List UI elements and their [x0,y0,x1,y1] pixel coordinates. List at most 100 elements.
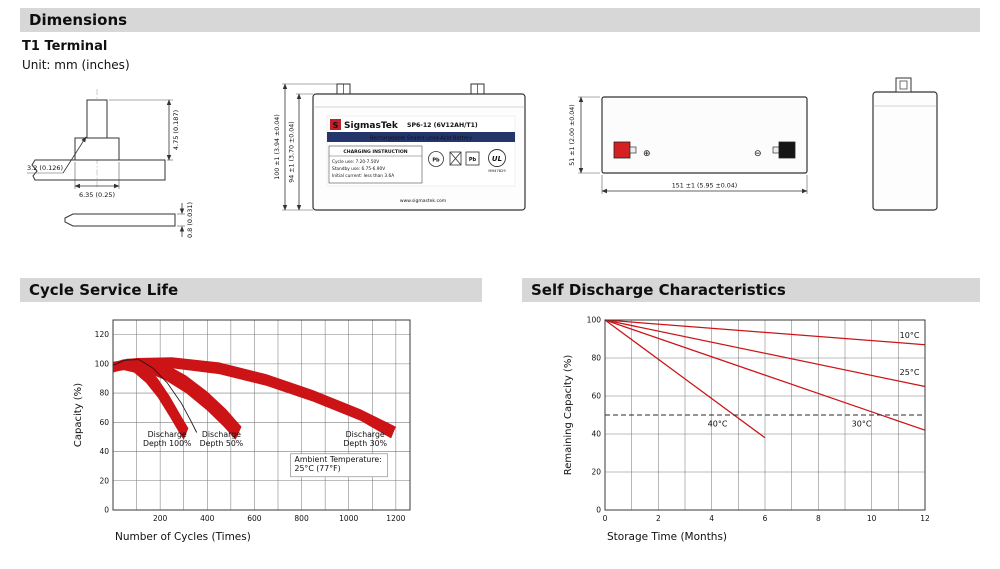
svg-text:UL: UL [492,155,502,163]
plot-border [604,319,926,511]
x-tick-label: 1000 [339,514,358,523]
svg-text:Pb: Pb [469,157,477,163]
x-tick-label: 1200 [386,514,405,523]
terminal-cross-section-drawing: 3.2 (0.126) 4.75 (0.187) 6.35 (0.25) 0.8… [27,89,194,238]
battery-type-text: Rechargeable Sealed Lead-Acid Battery [370,135,473,141]
series-label: 30°C [852,419,872,428]
series-label: 10°C [900,331,920,340]
y-tick-label: 20 [99,476,109,485]
y-tick-label: 80 [99,389,109,398]
dim-overall-height: 100 ±1 (3.94 ±0.04) [274,114,281,180]
terminal-type-label: T1 Terminal [22,39,108,54]
y-axis-label: Remaining Capacity (%) [563,355,574,476]
self-discharge-chart: 10°C 25°C 30°C 40°C 0 2 4 6 8 10 12 0 20 40 60 80 100 Sto… [563,316,930,543]
x-tick-label: 10 [867,514,877,523]
terminal-base-section [74,137,120,161]
battery-label: S SigmasTek SP6-12 (6V12AH/T1) Rechargea… [326,115,516,204]
battery-case-top [601,96,808,174]
y-tick-label: 20 [591,468,601,477]
dim-blade-thickness: 0.8 (0.031) [186,202,194,238]
y-tick-label: 60 [99,418,109,427]
y-tick-label: 40 [99,447,109,456]
annotation-text: Discharge [202,430,241,439]
dimension-lines [27,99,185,237]
dim-blade-height: 4.75 (0.187) [172,110,180,150]
x-tick-label: 200 [153,514,168,523]
series-40°C [604,319,766,439]
x-tick-label: 12 [920,514,930,523]
x-tick-label: 6 [763,514,768,523]
battery-case-end [872,91,938,211]
section-title: Cycle Service Life [29,281,179,299]
plot-border [112,319,411,511]
plus-symbol: ⊕ [643,149,651,159]
y-tick-label: 40 [591,430,601,439]
x-tick-label: 400 [200,514,215,523]
y-tick-label: 100 [587,316,602,325]
dim-case-height: 94 ±1 (3.70 ±0.04) [289,121,296,183]
battery-end-view-drawing [872,77,938,211]
charging-title: CHARGING INSTRUCTION [343,149,407,155]
charging-line-2: Standby use: 6.75-6.90V [332,166,385,172]
charging-line-3: Initial current: less than 3.6A [332,173,394,179]
x-tick-label: 600 [247,514,262,523]
crossed-bin-icon [449,151,462,166]
annotation-box [290,453,388,478]
sigmastek-logo-icon [330,119,341,130]
positive-blade [629,146,637,154]
annotation-text: 25°C (77°F) [295,464,341,473]
y-axis-label: Capacity (%) [73,383,84,447]
ul-mark-icon [488,149,506,167]
section-header-self-discharge: Self Discharge Characteristics [522,278,980,302]
logo-mark: S [333,121,339,130]
negative-blade [772,146,780,154]
dimension-lines [578,96,808,194]
cycle-service-life-chart: 200 400 600 800 1000 1200 0 20 40 60 80 100 120 Disch… [73,319,411,543]
x-tick-label: 2 [656,514,661,523]
x-tick-label: 8 [816,514,821,523]
ul-file-number: MH47829 [488,169,506,173]
type-banner [327,132,515,142]
series-25°C [604,319,926,388]
band-Discharge Depth 30% [113,357,396,439]
annotation-text: Discharge [148,430,187,439]
terminal-blade-side-profile [64,213,176,227]
annotation-text: Ambient Temperature: [295,455,382,464]
y-tick-label: 0 [596,506,601,515]
y-tick-label: 100 [95,359,110,368]
brand-name: SigmasTek [344,121,399,131]
positive-terminal [613,141,631,159]
svg-text:Pb: Pb [432,158,440,164]
pb-recycle-icon [428,151,444,167]
minus-symbol: ⊖ [754,149,762,159]
negative-terminal [778,141,796,159]
outline-curve [112,359,198,433]
terminal-blade-section [86,99,108,139]
annotation-text: Depth 50% [200,439,244,448]
section-header-dimensions: Dimensions [20,8,980,32]
dim-base-width: 6.35 (0.25) [79,191,115,199]
annotation-text: Discharge [346,430,385,439]
y-tick-label: 0 [104,506,109,515]
website-text: www.sigmastek.com [400,198,446,204]
y-tick-label: 60 [591,392,601,401]
x-tick-label: 800 [294,514,309,523]
series-10°C [604,319,926,346]
battery-front-view-drawing: 100 ±1 (3.94 ±0.04) 94 ±1 (3.70 ±0.04) S… [274,83,526,211]
pb-square-icon [465,151,480,166]
series-label: 40°C [708,419,728,428]
section-title: Self Discharge Characteristics [531,281,786,299]
charging-line-1: Cycle use: 7.20-7.50V [332,159,379,165]
battery-top-view-drawing: ⊕ ⊖ 51 ±1 (2.00 ±0.04) 151 ±1 (5.95 ±0.0… [569,96,808,194]
annotation-text: Depth 100% [143,439,192,448]
y-tick-label: 80 [591,354,601,363]
battery-lid-section [31,159,166,181]
dimension-lines [282,83,337,211]
x-axis-label: Storage Time (Months) [607,531,727,543]
dim-width: 51 ±1 (2.00 ±0.04) [569,104,576,166]
unit-note: Unit: mm (inches) [22,58,130,72]
series-30°C [604,319,926,431]
dim-length: 151 ±1 (5.95 ±0.04) [672,183,738,190]
x-tick-label: 0 [603,514,608,523]
